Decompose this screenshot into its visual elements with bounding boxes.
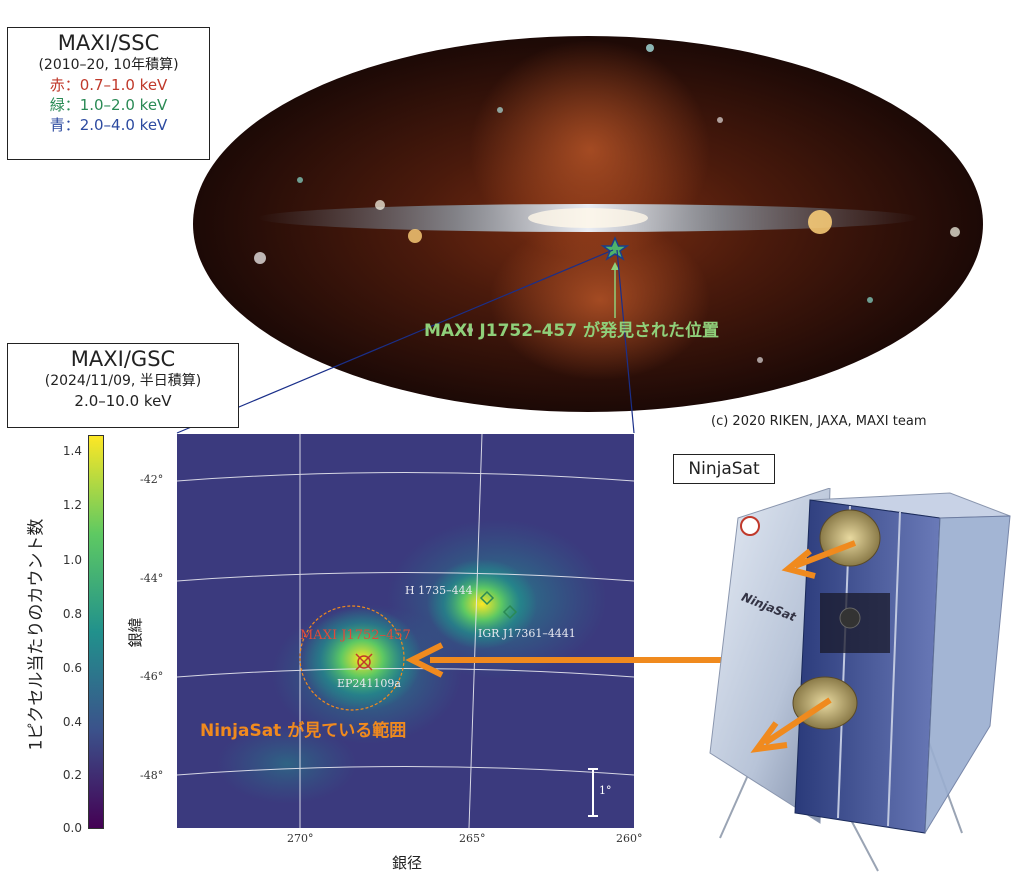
map-ylabel: 銀緯	[126, 617, 145, 648]
fov-label: NinjaSat が見ている範囲	[200, 721, 407, 741]
lat-tick: -44°	[140, 572, 164, 585]
map-xlabel: 銀径	[392, 854, 423, 872]
ssc-band-blue: 青：2.0–4.0 keV	[49, 116, 168, 134]
colorbar-tick: 0.0	[62, 821, 82, 835]
colorbar-tick: 0.2	[62, 768, 82, 782]
colorbar-tick: 1.4	[62, 444, 82, 458]
colorbar-tick: 0.6	[62, 661, 82, 675]
target-label: MAXI J1752–457	[300, 628, 411, 643]
gsc-title: MAXI/GSC	[70, 347, 176, 371]
colorbar-tick: 1.2	[62, 498, 82, 512]
colorbar-tick: 1.0	[62, 553, 82, 567]
scale-label: 1°	[599, 784, 612, 797]
ssc-title: MAXI/SSC	[57, 31, 160, 55]
colorbar	[88, 435, 104, 829]
ssc-period: (2010–20, 10年積算)	[38, 57, 179, 73]
colorbar-tick: 0.4	[62, 715, 82, 729]
ssc-band-red: 赤：0.7–1.0 keV	[49, 76, 168, 94]
discovery-label: MAXI J1752–457 が発見された位置	[424, 321, 719, 341]
lon-tick: 265°	[459, 832, 486, 845]
allsky-map	[176, 36, 983, 434]
lat-tick: -46°	[140, 670, 164, 683]
gsc-period: (2024/11/09, 半日積算)	[44, 373, 202, 389]
ep-label: EP241109a	[337, 677, 401, 690]
ssc-band-green: 緑：1.0–2.0 keV	[49, 96, 168, 114]
igr-label: IGR J17361–4441	[478, 627, 576, 640]
lon-tick: 270°	[287, 832, 314, 845]
colorbar-tick: 0.8	[62, 607, 82, 621]
h1735-label: H 1735–444	[405, 584, 473, 597]
lat-tick: -42°	[140, 473, 164, 486]
gsc-band: 2.0–10.0 keV	[74, 392, 172, 410]
ninjasat-illustration	[709, 488, 1011, 872]
scale-bar	[588, 768, 598, 817]
lat-tick: -48°	[140, 769, 164, 782]
gsc-map	[177, 434, 634, 828]
ninjasat-label-box: NinjaSat	[673, 454, 775, 484]
lon-tick: 260°	[616, 832, 643, 845]
h1735-marker-icon	[479, 590, 495, 606]
colorbar-label: 1ピクセル当たりのカウント数	[26, 518, 47, 751]
igr-marker-icon	[502, 604, 518, 620]
fov-circle	[299, 605, 405, 711]
pointing-arrow	[405, 642, 722, 678]
ssc-legend-box: MAXI/SSC (2010–20, 10年積算) 赤：0.7–1.0 keV …	[7, 27, 210, 160]
target-marker-icon	[355, 653, 373, 671]
gsc-label-box: MAXI/GSC (2024/11/09, 半日積算) 2.0–10.0 keV	[7, 343, 239, 428]
discovery-star-icon	[600, 236, 630, 261]
credit-text: (c) 2020 RIKEN, JAXA, MAXI team	[711, 414, 927, 429]
